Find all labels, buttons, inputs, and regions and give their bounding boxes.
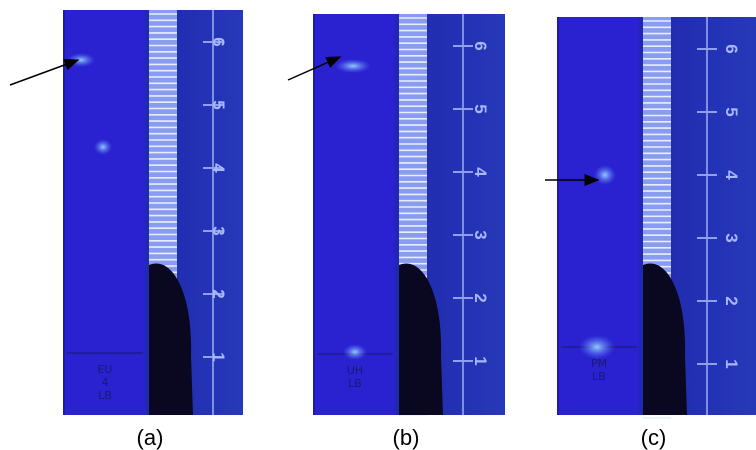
plate-text: PM — [591, 357, 607, 370]
ruler-number: 3 — [471, 230, 490, 239]
spot — [343, 344, 367, 360]
ruler-number: 4 — [209, 163, 228, 173]
arrow — [9, 59, 80, 86]
spot — [67, 53, 95, 67]
plate-text: LB — [348, 377, 362, 390]
ruler-number: 3 — [209, 226, 228, 235]
ruler-number: 2 — [471, 293, 490, 302]
plate-text: 4 — [102, 376, 109, 389]
ruler-number: 6 — [471, 41, 490, 50]
ruler-number: 4 — [471, 167, 490, 177]
tlc-plate — [65, 10, 145, 415]
ruler-number: 2 — [209, 289, 228, 298]
ruler-number: 3 — [722, 233, 741, 242]
shadow — [149, 263, 193, 415]
ruler-number: 1 — [471, 356, 490, 365]
ruler-number: 4 — [722, 170, 741, 180]
shadow — [643, 263, 687, 415]
panel-label: (b) — [393, 425, 420, 450]
ruler-number: 5 — [209, 100, 228, 109]
shadow — [399, 263, 443, 415]
spot — [579, 335, 615, 359]
ruler-number: 2 — [722, 296, 741, 305]
ruler-number: 5 — [722, 107, 741, 116]
ruler-number: 1 — [209, 352, 228, 361]
plate-text: LB — [592, 370, 606, 383]
plate-text: LB — [98, 389, 112, 402]
panel-label: (a) — [137, 425, 164, 450]
ruler-number: 6 — [209, 37, 228, 46]
spot — [335, 59, 371, 73]
ruler-number: 1 — [722, 359, 741, 368]
spot — [594, 165, 616, 185]
plate-text: UH — [347, 364, 363, 377]
panel-label: (c) — [641, 425, 667, 450]
plate-text: EU — [97, 363, 112, 376]
spot — [94, 139, 112, 155]
ruler-number: 6 — [722, 44, 741, 53]
ruler-number: 5 — [471, 104, 490, 113]
arrow — [287, 56, 342, 81]
